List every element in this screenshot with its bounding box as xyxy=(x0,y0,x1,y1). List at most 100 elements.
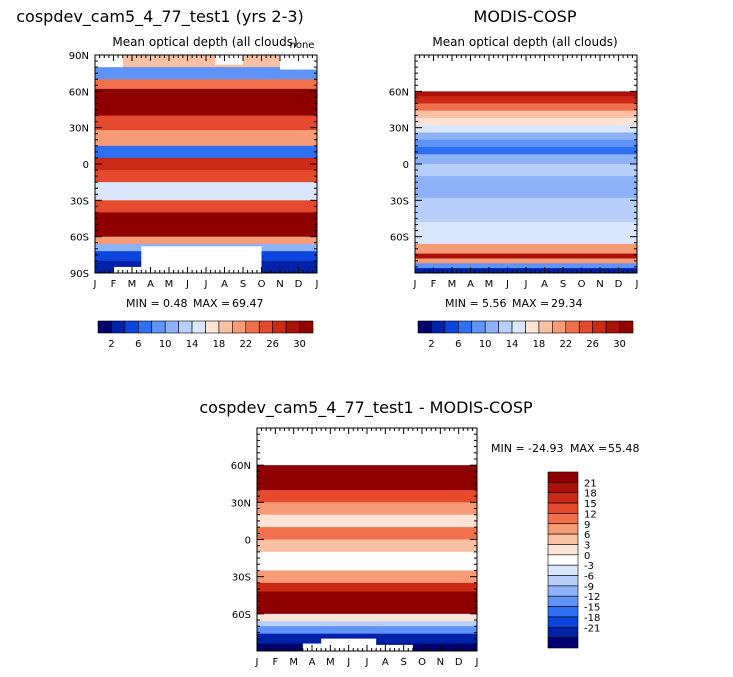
x-tick-label: A xyxy=(309,657,316,668)
colorbar-swatch xyxy=(547,482,579,494)
y-tick-label: 60N xyxy=(389,87,409,98)
heatmap-band-8 xyxy=(257,570,477,584)
x-tick-label: D xyxy=(615,279,623,290)
colorbar-swatch xyxy=(285,320,300,334)
colorbar-swatch xyxy=(191,320,206,334)
colorbar-label: 9 xyxy=(584,520,590,531)
x-tick-label: J xyxy=(255,657,259,668)
x-tick-label: N xyxy=(437,657,444,668)
panel-diff-max-value: 55.48 xyxy=(608,442,640,455)
heatmap-band-7 xyxy=(257,551,477,571)
heatmap-band-1 xyxy=(95,67,317,80)
heatmap-band-3 xyxy=(415,103,637,112)
x-tick-label: M xyxy=(485,279,494,290)
x-tick-label: S xyxy=(240,279,246,290)
x-tick-label: M xyxy=(448,279,457,290)
x-tick-label: F xyxy=(272,657,278,668)
y-tick-label: 30S xyxy=(390,196,409,207)
heatmap-band-12 xyxy=(257,621,477,627)
heatmap-band-5 xyxy=(415,117,637,126)
x-tick-label: J xyxy=(413,279,417,290)
heatmap-band-3 xyxy=(95,88,317,117)
heatmap-band-13 xyxy=(257,626,477,635)
heatmap-band-8 xyxy=(95,170,317,183)
heatmap-band-9 xyxy=(415,147,637,155)
y-tick-label: 60N xyxy=(69,87,89,98)
panel-diff-max-label: MAX = xyxy=(570,442,607,455)
heatmap-band-6 xyxy=(415,125,637,134)
heatmap-band-4 xyxy=(95,115,317,131)
heatmap-band-3 xyxy=(257,502,477,516)
colorbar-swatch xyxy=(605,320,620,334)
heatmap-band-7 xyxy=(415,132,637,141)
heatmap-band-12 xyxy=(415,176,637,199)
x-tick-label: J xyxy=(505,279,509,290)
colorbar-label: 26 xyxy=(266,339,279,350)
colorbar-swatch xyxy=(547,523,579,535)
missing-data-region-2 xyxy=(376,644,413,651)
colorbar-label: 10 xyxy=(159,339,172,350)
missing-data-region-3 xyxy=(113,266,142,273)
colorbar-swatch xyxy=(592,320,607,334)
colorbar-swatch xyxy=(164,320,179,334)
colorbar-label: 15 xyxy=(584,499,597,510)
y-tick-label: 60S xyxy=(390,233,409,244)
x-tick-label: F xyxy=(111,279,117,290)
x-tick-label: J xyxy=(315,279,319,290)
y-tick-label: 30N xyxy=(231,498,251,509)
heatmap-band-5 xyxy=(95,130,317,147)
heatmap-band-11 xyxy=(95,212,317,238)
colorbar-label: 18 xyxy=(213,339,226,350)
panel-obs-min-value: 5.56 xyxy=(482,297,507,310)
colorbar-swatch xyxy=(484,320,499,334)
x-tick-label: O xyxy=(418,657,426,668)
panel-diff-title: cospdev_cam5_4_77_test1 - MODIS-COSP xyxy=(199,398,533,418)
colorbar-swatch xyxy=(111,320,126,334)
x-tick-label: M xyxy=(326,657,335,668)
colorbar-label: 2 xyxy=(108,339,114,350)
panel-obs: MODIS-COSP Mean optical depth (all cloud… xyxy=(389,7,639,350)
colorbar-label: -21 xyxy=(584,623,600,634)
colorbar-swatch xyxy=(299,320,314,334)
missing-data-region-1 xyxy=(215,55,243,65)
x-tick-label: D xyxy=(455,657,463,668)
x-tick-label: M xyxy=(165,279,174,290)
colorbar-swatch xyxy=(547,492,579,504)
panel-model-max-value: 69.47 xyxy=(232,297,264,310)
x-tick-label: A xyxy=(147,279,154,290)
x-tick-label: S xyxy=(400,657,406,668)
panel-model-min-label: MIN = xyxy=(126,297,160,310)
colorbar-swatch xyxy=(471,320,486,334)
colorbar-swatch xyxy=(245,320,260,334)
x-tick-label: O xyxy=(258,279,266,290)
x-tick-label: N xyxy=(596,279,603,290)
colorbar-swatch xyxy=(547,606,579,618)
heatmap-band-16 xyxy=(415,253,637,259)
colorbar-swatch xyxy=(578,320,593,334)
panel-model-title: cospdev_cam5_4_77_test1 (yrs 2-3) xyxy=(16,7,304,27)
x-tick-label: M xyxy=(289,657,298,668)
x-tick-label: S xyxy=(560,279,566,290)
colorbar-swatch xyxy=(258,320,273,334)
heatmap-band-10 xyxy=(257,591,477,615)
x-tick-label: J xyxy=(635,279,639,290)
colorbar-label: 6 xyxy=(455,339,461,350)
heatmap-band-7 xyxy=(95,157,317,171)
colorbar-swatch xyxy=(232,320,247,334)
x-tick-label: J xyxy=(93,279,97,290)
colorbar-swatch xyxy=(547,544,579,556)
colorbar-label: 21 xyxy=(584,478,597,489)
panel-model-max-label: MAX = xyxy=(193,297,230,310)
missing-data-region-0 xyxy=(95,55,123,68)
colorbar-label: -12 xyxy=(584,592,600,603)
y-tick-label: 30N xyxy=(69,124,89,135)
colorbar-swatch xyxy=(538,320,553,334)
y-tick-label: 0 xyxy=(403,160,409,171)
heatmap-band-10 xyxy=(95,200,317,213)
panel-obs-min-label: MIN = xyxy=(445,297,479,310)
colorbar-swatch xyxy=(498,320,513,334)
colorbar-label: 30 xyxy=(613,339,626,350)
colorbar-swatch xyxy=(547,513,579,525)
